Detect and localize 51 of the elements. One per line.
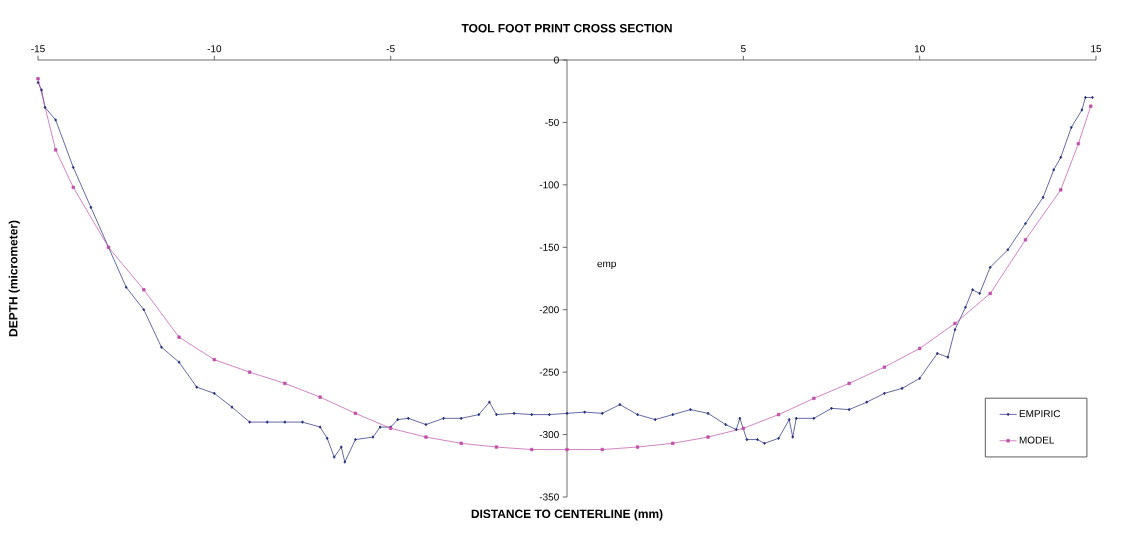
point [1059, 188, 1063, 192]
point [1023, 238, 1028, 242]
point [459, 441, 463, 445]
x-axis-title: DISTANCE TO CENTERLINE (mm) [471, 509, 663, 521]
legend-label: MODEL [1019, 436, 1055, 444]
point [247, 370, 252, 374]
x-tick-label: -15 [31, 45, 45, 53]
y-tick-label: -150 [539, 243, 559, 251]
point [318, 395, 322, 399]
point [212, 358, 216, 362]
point [953, 321, 957, 326]
point [847, 381, 851, 386]
point [177, 335, 181, 339]
point [494, 445, 499, 449]
y-tick-label: -200 [539, 306, 559, 314]
point [741, 426, 745, 430]
point [882, 365, 887, 369]
point [565, 447, 569, 452]
y-tick-label: -350 [539, 493, 559, 501]
x-tick-label: -10 [207, 45, 222, 53]
annotation: emp [597, 261, 616, 270]
point [776, 412, 781, 417]
x-tick-label: -5 [386, 45, 395, 53]
x-tick-label: 10 [914, 45, 925, 53]
point [635, 445, 640, 449]
point [530, 447, 534, 452]
y-tick-label: 0 [554, 56, 559, 64]
point [1089, 104, 1093, 108]
x-tick-label: 5 [740, 45, 746, 53]
point [36, 77, 40, 81]
point [353, 411, 358, 415]
point [53, 148, 58, 152]
y-tick-label: -50 [545, 118, 559, 126]
point [142, 288, 146, 292]
x-tick-label: 15 [1091, 45, 1102, 53]
point [671, 441, 675, 445]
y-tick-label: -100 [539, 181, 559, 189]
point [71, 185, 75, 189]
point [424, 435, 428, 439]
y-tick-label: -300 [539, 431, 559, 439]
point [988, 291, 992, 296]
point [812, 396, 816, 401]
legend-label: EMPIRIC [1019, 410, 1061, 418]
y-tick-label: -250 [539, 368, 559, 376]
chart-title: TOOL FOOT PRINT CROSS SECTION [461, 23, 672, 33]
y-axis-title: DEPTH (micrometer) [8, 220, 20, 337]
point [706, 435, 710, 439]
point [918, 346, 922, 351]
point [283, 381, 287, 386]
point [600, 447, 604, 452]
point [1076, 142, 1081, 146]
